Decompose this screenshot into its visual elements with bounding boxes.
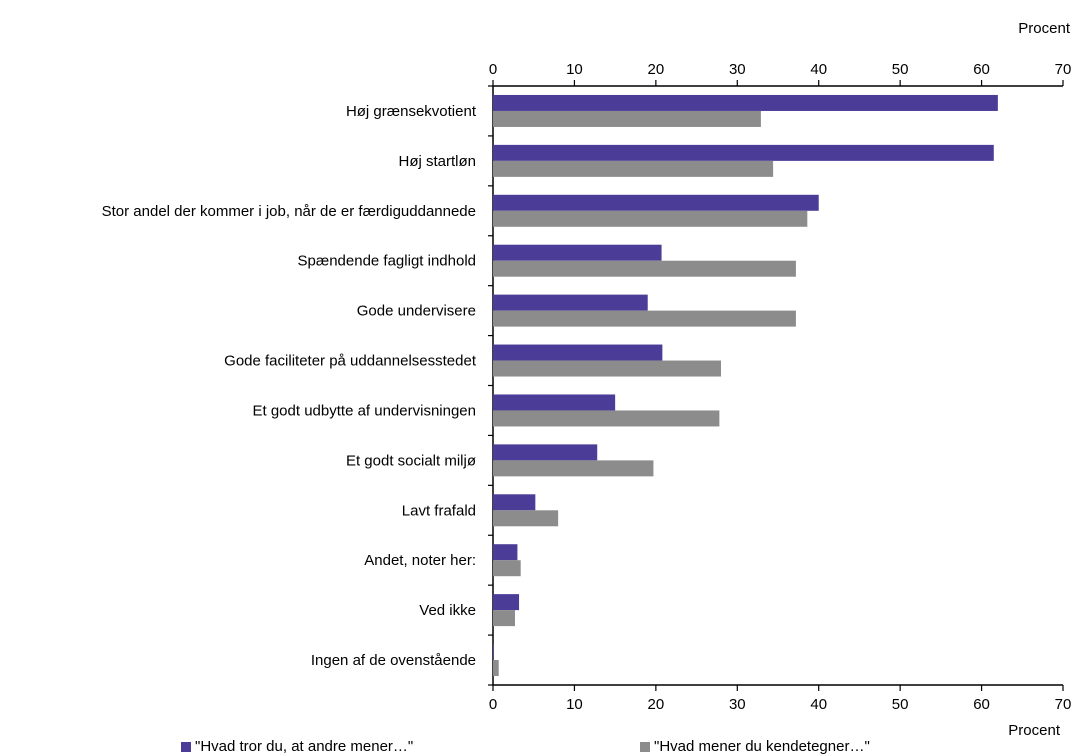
bar-others-opinion [493, 594, 520, 611]
bar-own-opinion [493, 110, 761, 127]
legend-label-own: "Hvad mener du kendetegner…" [654, 738, 870, 755]
bar-others-opinion [493, 544, 518, 561]
bottom-axis-unit-label: Procent [1008, 722, 1061, 736]
category-label: Lavt frafald [402, 502, 476, 519]
bar-others-opinion [493, 394, 616, 411]
top-x-tick-label: 0 [489, 61, 497, 78]
top-x-tick-label: 30 [729, 61, 746, 78]
category-label: Gode undervisere [357, 303, 476, 320]
bottom-x-tick-label: 10 [566, 696, 583, 713]
category-label: Andet, noter her: [364, 552, 476, 569]
top-x-tick-label: 70 [1055, 61, 1072, 78]
bar-others-opinion [493, 494, 536, 511]
category-label: Et godt socialt miljø [346, 452, 476, 469]
bar-own-opinion [493, 460, 654, 477]
top-x-tick-label: 10 [566, 61, 583, 78]
bottom-x-tick-label: 70 [1055, 696, 1072, 713]
bar-others-opinion [493, 644, 494, 661]
category-label: Gode faciliteter på uddannelsesstedet [224, 353, 477, 370]
legend-label-others: "Hvad tror du, at andre mener…" [195, 738, 414, 755]
bar-others-opinion [493, 144, 994, 161]
bar-own-opinion [493, 210, 808, 227]
bottom-x-tick-label: 0 [489, 696, 497, 713]
bar-own-opinion [493, 610, 515, 627]
category-label: Høj startløn [398, 153, 476, 170]
bottom-x-tick-label: 20 [648, 696, 665, 713]
category-label: Ved ikke [419, 602, 476, 619]
category-label: Stor andel der kommer i job, når de er f… [102, 203, 476, 220]
bar-others-opinion [493, 244, 662, 261]
legend-item-others-opinion: "Hvad tror du, at andre mener…" [181, 738, 413, 755]
category-label: Spændende fagligt indhold [298, 253, 476, 270]
top-axis-unit-label: Procent [1018, 20, 1071, 37]
top-x-tick-label: 50 [892, 61, 909, 78]
legend-item-own-opinion: "Hvad mener du kendetegner…" [640, 738, 870, 755]
bar-others-opinion [493, 444, 598, 461]
bottom-x-tick-label: 30 [729, 696, 746, 713]
bar-own-opinion [493, 160, 774, 177]
legend-swatch-own-icon [640, 741, 650, 752]
bar-others-opinion [493, 94, 998, 111]
category-label: Ingen af de ovenstående [311, 652, 476, 669]
bar-others-opinion [493, 344, 663, 361]
bottom-x-tick-label: 40 [810, 696, 827, 713]
bar-own-opinion [493, 660, 499, 677]
bar-own-opinion [493, 510, 559, 527]
top-x-tick-label: 60 [973, 61, 990, 78]
bar-others-opinion [493, 194, 819, 211]
bar-others-opinion [493, 294, 648, 311]
bar-own-opinion [493, 410, 720, 427]
plot-area: 0 0 10 10 20 20 30 30 40 40 50 50 60 60 70 70 Høj grænse… [102, 61, 1072, 713]
category-label: Høj grænsekvotient [346, 103, 477, 120]
bar-own-opinion [493, 260, 796, 277]
bar-own-opinion [493, 560, 521, 577]
bar-own-opinion [493, 310, 796, 327]
top-x-tick-label: 20 [648, 61, 665, 78]
bottom-x-tick-label: 60 [973, 696, 990, 713]
legend-swatch-others-icon [181, 741, 191, 752]
top-x-tick-label: 40 [810, 61, 827, 78]
bar-own-opinion [493, 360, 721, 377]
category-label: Et godt udbytte af undervisningen [253, 402, 477, 419]
bottom-x-tick-label: 50 [892, 696, 909, 713]
bar-chart: Procent Procent 0 0 10 10 20 20 30 30 40 40 50 50 60… [102, 20, 1072, 736]
